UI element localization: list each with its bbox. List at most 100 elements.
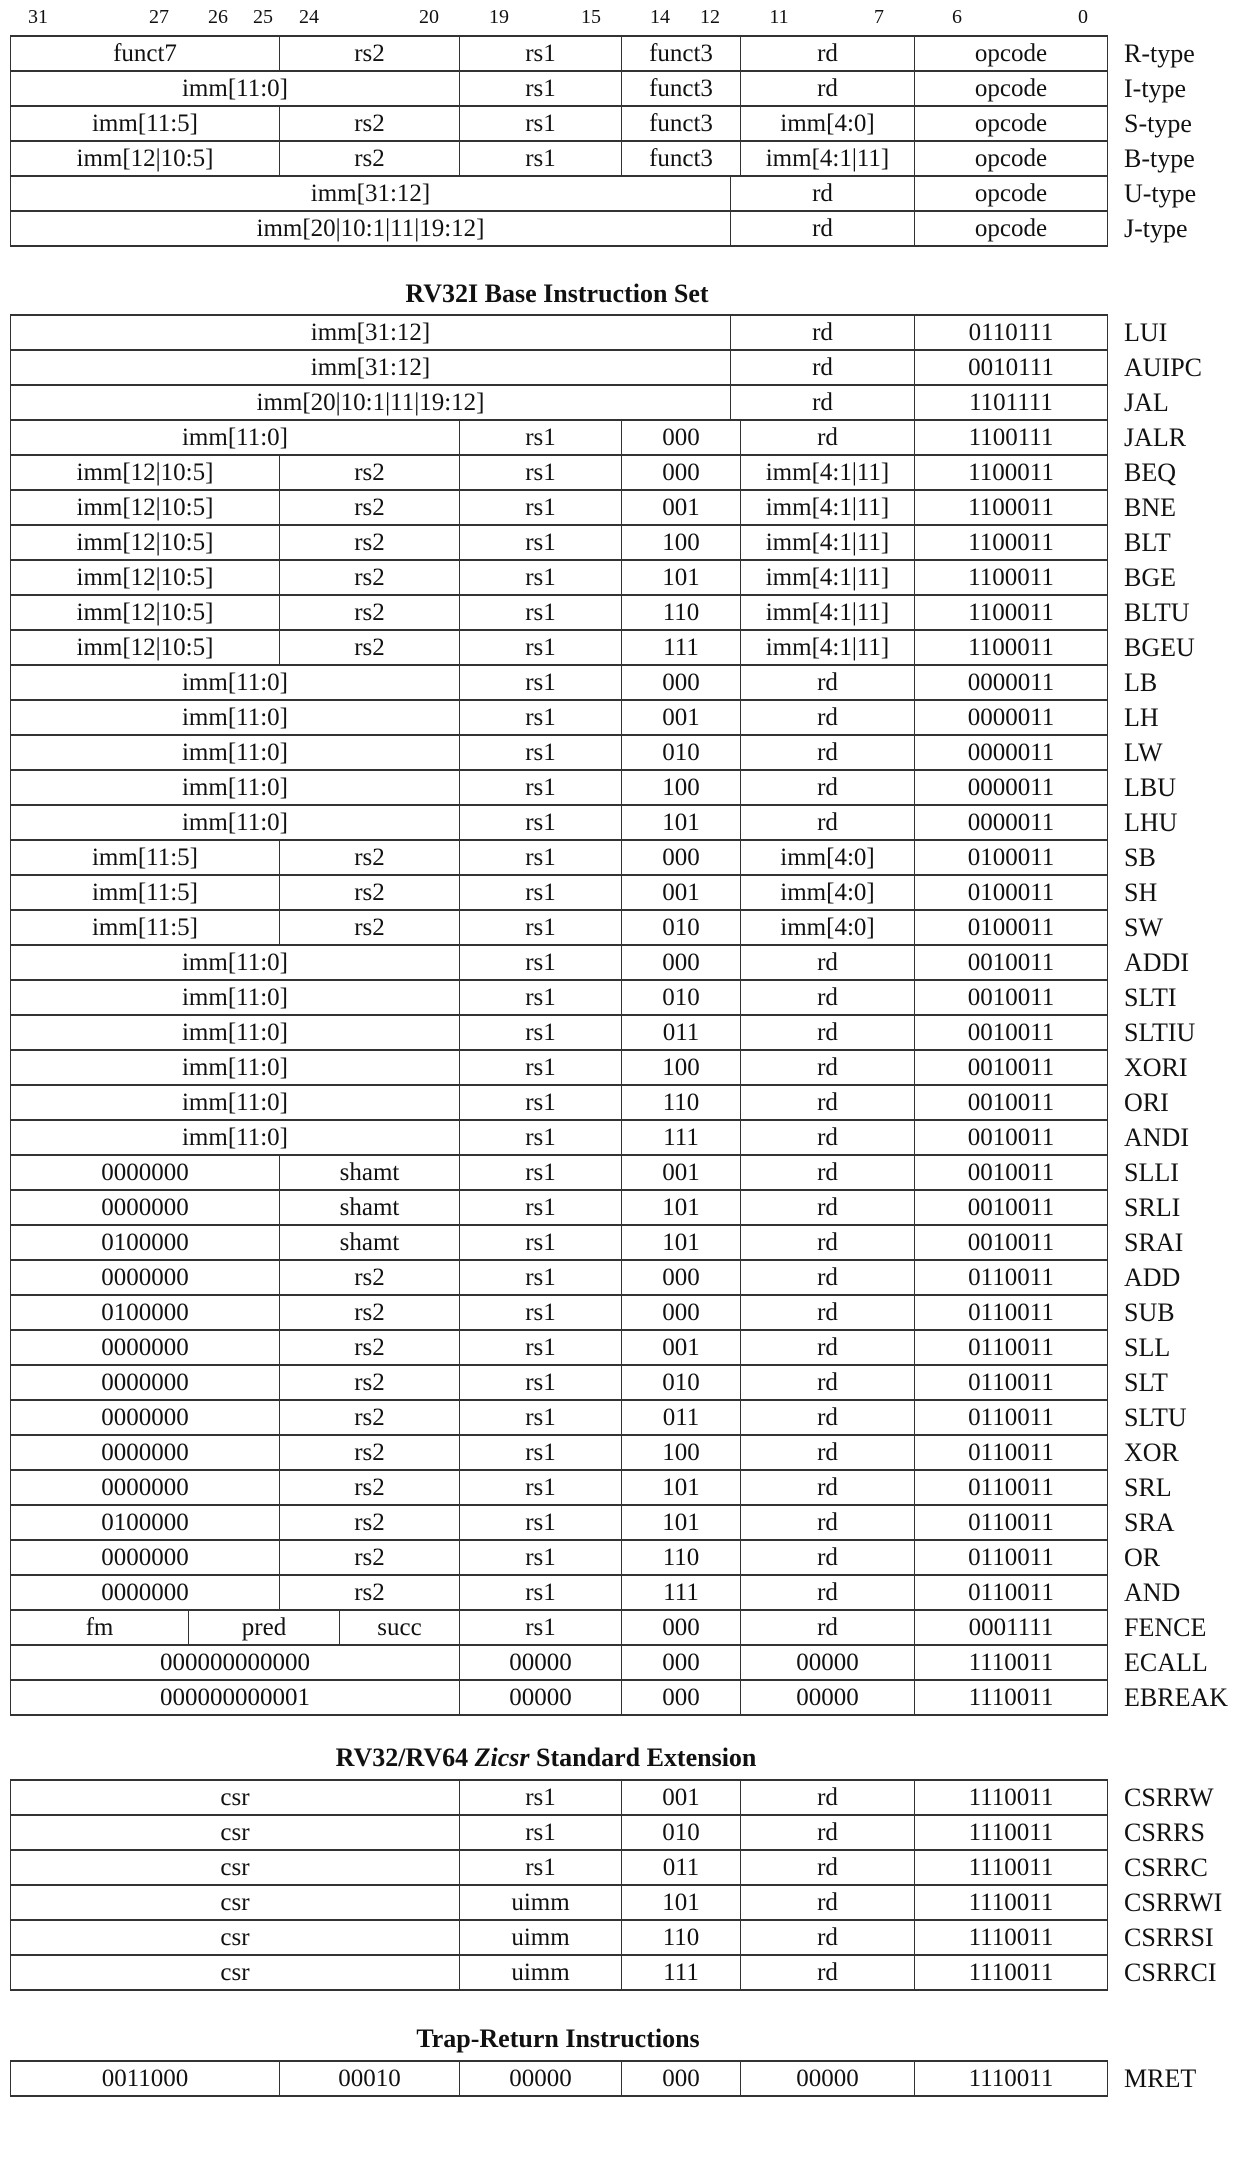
field-cell: opcode — [914, 212, 1108, 245]
instruction-row: imm[11:0] rs1 funct3 rd opcode I-type — [10, 70, 1186, 105]
field-cell: imm[11:0] — [10, 771, 459, 804]
instruction-row: imm[12|10:5] rs2 rs1 111 imm[4:1|11] 1100011 B… — [10, 629, 1195, 664]
field-cell: rd — [740, 701, 914, 734]
field-cell: rs2 — [279, 1331, 459, 1364]
field-cell: rs1 — [459, 981, 621, 1014]
mnemonic-label: BLT — [1124, 528, 1171, 557]
zicsr-section-title: RV32/RV64 Zicsr Standard Extension — [336, 1743, 757, 1773]
field-cell: 1110011 — [914, 1646, 1108, 1679]
field-cell: rs1 — [459, 72, 621, 105]
field-cell: 00000 — [459, 1681, 621, 1714]
field-cell: 0100011 — [914, 876, 1108, 909]
field-cell: rs2 — [279, 491, 459, 524]
field-cell: imm[4:0] — [740, 911, 914, 944]
field-cell: 0110011 — [914, 1366, 1108, 1399]
field-cell: imm[4:0] — [740, 107, 914, 140]
mnemonic-label: BGE — [1124, 563, 1176, 592]
field-cell: 101 — [621, 1506, 740, 1539]
field-cell: shamt — [279, 1226, 459, 1259]
field-cell: 000 — [621, 946, 740, 979]
field-cell: imm[12|10:5] — [10, 561, 279, 594]
mnemonic-label: FENCE — [1124, 1613, 1207, 1642]
field-cell: rs2 — [279, 876, 459, 909]
field-cell: 0100000 — [10, 1226, 279, 1259]
field-cell: 000000000001 — [10, 1681, 459, 1714]
mnemonic-label: XORI — [1124, 1053, 1188, 1082]
field-cell: 000 — [621, 1261, 740, 1294]
mnemonic-label: BEQ — [1124, 458, 1176, 487]
instruction-row: imm[31:12] rd opcode U-type — [10, 175, 1196, 210]
field-cell: 001 — [621, 1781, 740, 1814]
field-cell: 101 — [621, 561, 740, 594]
field-cell: rs1 — [459, 456, 621, 489]
field-cell: 0001111 — [914, 1611, 1108, 1644]
field-cell: rd — [740, 666, 914, 699]
mnemonic-label: LB — [1124, 668, 1158, 697]
field-cell: imm[12|10:5] — [10, 631, 279, 664]
mnemonic-label: SUB — [1124, 1298, 1175, 1327]
field-cell: imm[11:0] — [10, 1086, 459, 1119]
field-cell: opcode — [914, 142, 1108, 175]
field-cell: rs1 — [459, 1261, 621, 1294]
field-cell: imm[20|10:1|11|19:12] — [10, 386, 730, 419]
field-cell: 001 — [621, 876, 740, 909]
zicsr-title-prefix: RV32/RV64 — [335, 1743, 469, 1772]
field-cell: rs2 — [279, 1541, 459, 1574]
field-cell: 000 — [621, 1296, 740, 1329]
instruction-row: imm[12|10:5] rs2 rs1 001 imm[4:1|11] 1100011 B… — [10, 489, 1176, 524]
bit-number: 26 — [208, 6, 228, 28]
field-cell: rs1 — [459, 1366, 621, 1399]
bit-number: 27 — [149, 6, 169, 28]
field-cell: 0110011 — [914, 1471, 1108, 1504]
mnemonic-label: ORI — [1124, 1088, 1169, 1117]
mnemonic-label: SLL — [1124, 1333, 1171, 1362]
mnemonic-label: SLTI — [1124, 983, 1177, 1012]
field-cell: rs1 — [459, 1471, 621, 1504]
field-cell: rd — [740, 421, 914, 454]
field-cell: rd — [730, 386, 914, 419]
field-cell: imm[4:1|11] — [740, 631, 914, 664]
field-cell: 1100111 — [914, 421, 1108, 454]
base-instruction-table: imm[31:12] rd 0110111 LUI imm[31:12] rd 001011… — [10, 314, 1228, 1716]
instruction-row: 0011000 00010 00000 000 00000 1110011 MRET — [10, 2060, 1196, 2097]
field-cell: rd — [740, 1781, 914, 1814]
field-cell: 000 — [621, 2062, 740, 2095]
mnemonic-label: SB — [1124, 843, 1156, 872]
field-cell: rd — [740, 1401, 914, 1434]
field-cell: opcode — [914, 107, 1108, 140]
mnemonic-label: J-type — [1124, 214, 1188, 243]
field-cell: 0100000 — [10, 1296, 279, 1329]
field-cell: pred — [188, 1611, 339, 1644]
format-table: funct7 rs2 rs1 funct3 rd opcode R-type imm[11:0… — [10, 35, 1196, 247]
field-cell: funct7 — [10, 37, 279, 70]
field-cell: rs1 — [459, 701, 621, 734]
mnemonic-label: R-type — [1124, 39, 1195, 68]
field-cell: 0110011 — [914, 1506, 1108, 1539]
mnemonic-label: BNE — [1124, 493, 1176, 522]
mnemonic-label: B-type — [1124, 144, 1195, 173]
field-cell: csr — [10, 1816, 459, 1849]
field-cell: 111 — [621, 1956, 740, 1989]
field-cell: 101 — [621, 1226, 740, 1259]
field-cell: rs1 — [459, 561, 621, 594]
field-cell: rd — [740, 1886, 914, 1919]
field-cell: 0000011 — [914, 701, 1108, 734]
field-cell: 1100011 — [914, 456, 1108, 489]
mnemonic-label: XOR — [1124, 1438, 1179, 1467]
instruction-row: imm[12|10:5] rs2 rs1 101 imm[4:1|11] 1100011 B… — [10, 559, 1176, 594]
field-cell: 000 — [621, 1611, 740, 1644]
field-cell: rd — [730, 212, 914, 245]
field-cell: 1100011 — [914, 631, 1108, 664]
field-cell: rd — [740, 1331, 914, 1364]
field-cell: opcode — [914, 37, 1108, 70]
field-cell: imm[11:0] — [10, 701, 459, 734]
field-cell: rs1 — [459, 1611, 621, 1644]
field-cell: 000000000000 — [10, 1646, 459, 1679]
field-cell: 0010011 — [914, 1121, 1108, 1154]
field-cell: imm[12|10:5] — [10, 456, 279, 489]
